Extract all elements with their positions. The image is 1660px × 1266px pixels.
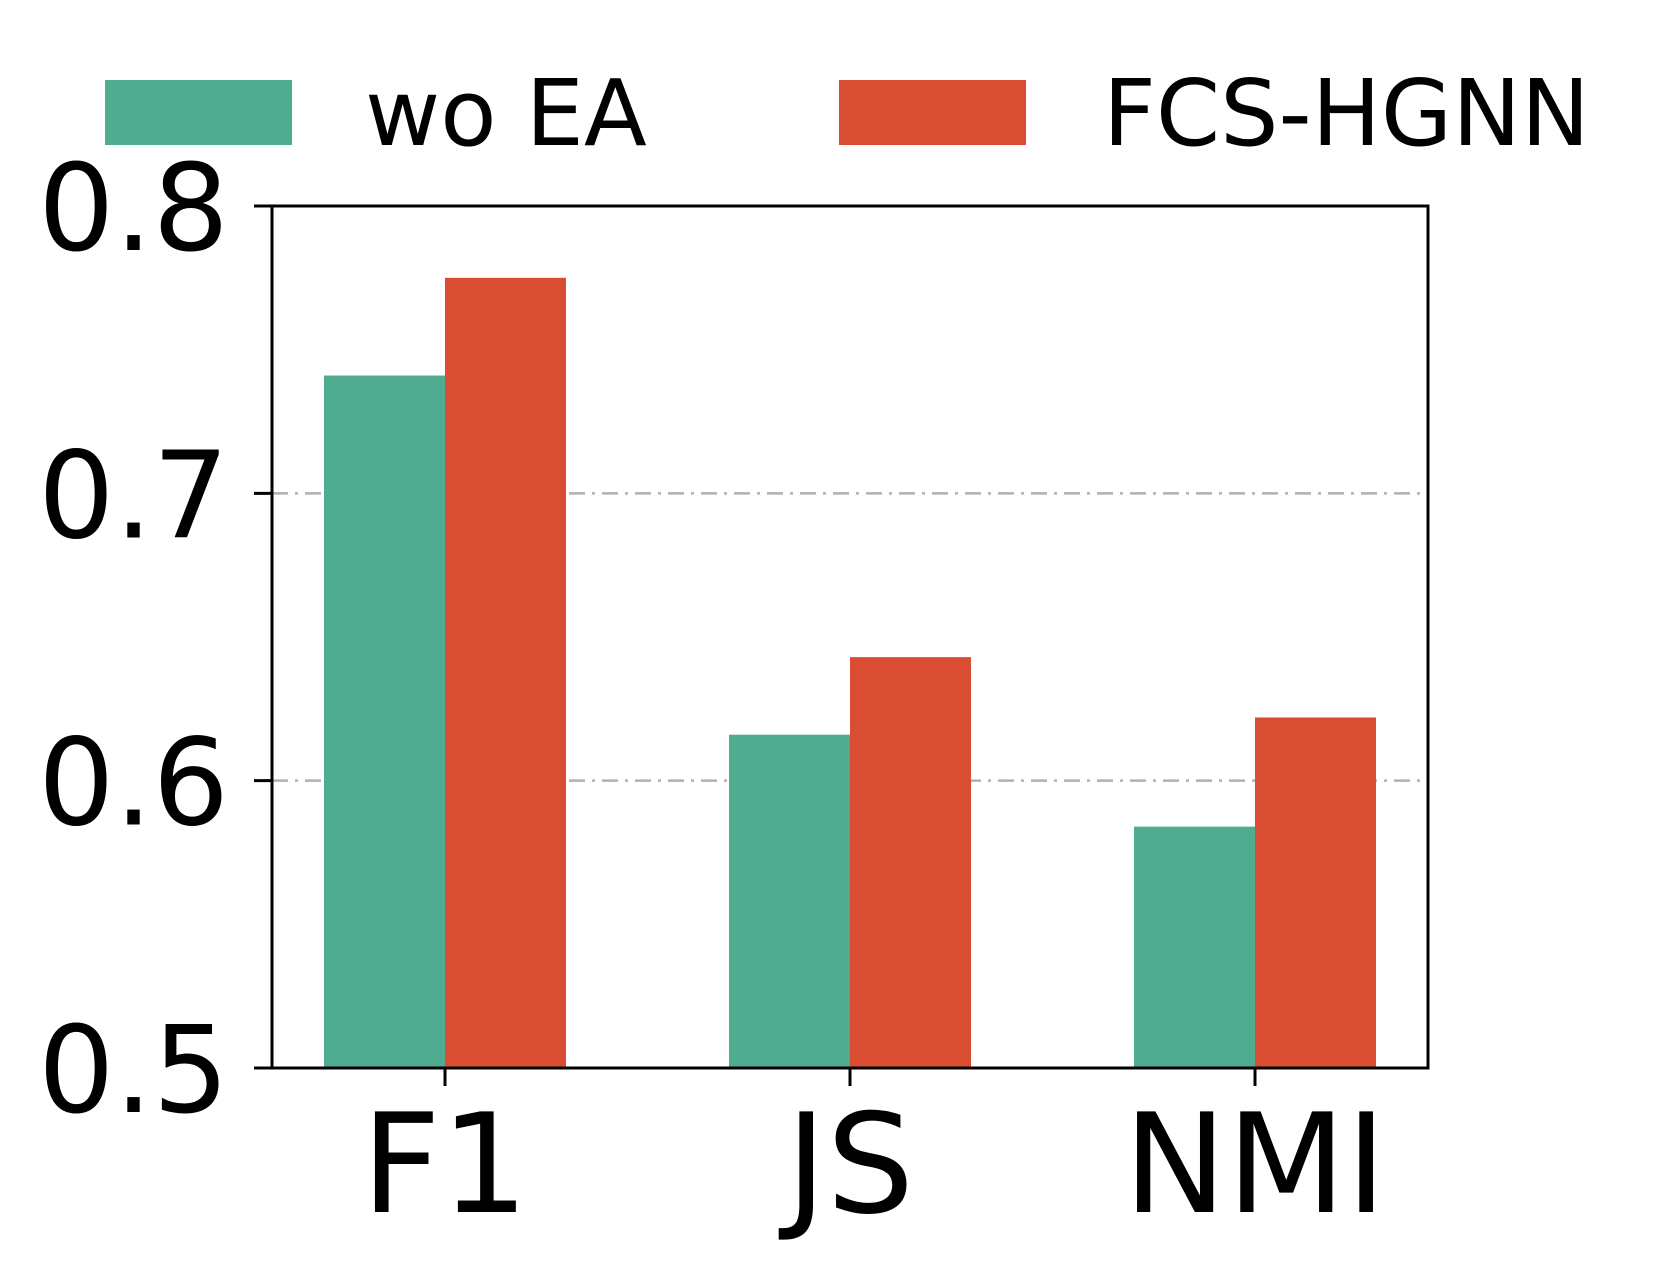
legend-swatch [839, 80, 1026, 145]
y-axis: 0.5 0.6 0.7 0.8 [38, 140, 272, 1141]
x-tick-label: F1 [361, 1084, 528, 1245]
bars [324, 277, 1376, 1068]
legend: wo EA FCS-HGNN [105, 60, 1590, 167]
bar-wo-ea-f1 [324, 375, 445, 1068]
x-tick-label: NMI [1124, 1084, 1387, 1245]
grid-lines [272, 492, 1428, 782]
legend-swatch [105, 80, 292, 145]
bar-wo-ea-js [729, 734, 850, 1068]
y-tick-label: 0.5 [38, 1002, 229, 1141]
x-tick-label: JS [778, 1084, 914, 1245]
bar-wo-ea-nmi [1134, 826, 1255, 1068]
legend-label: wo EA [365, 60, 647, 167]
legend-label: FCS-HGNN [1103, 60, 1590, 167]
x-axis: F1 JS NMI [361, 1068, 1387, 1245]
bar-fcs-hgnn-f1 [445, 277, 566, 1068]
y-tick-label: 0.7 [38, 427, 229, 566]
y-tick-label: 0.8 [38, 140, 229, 279]
bar-fcs-hgnn-nmi [1255, 717, 1376, 1068]
y-tick-label: 0.6 [38, 715, 229, 854]
bar-fcs-hgnn-js [850, 657, 971, 1068]
